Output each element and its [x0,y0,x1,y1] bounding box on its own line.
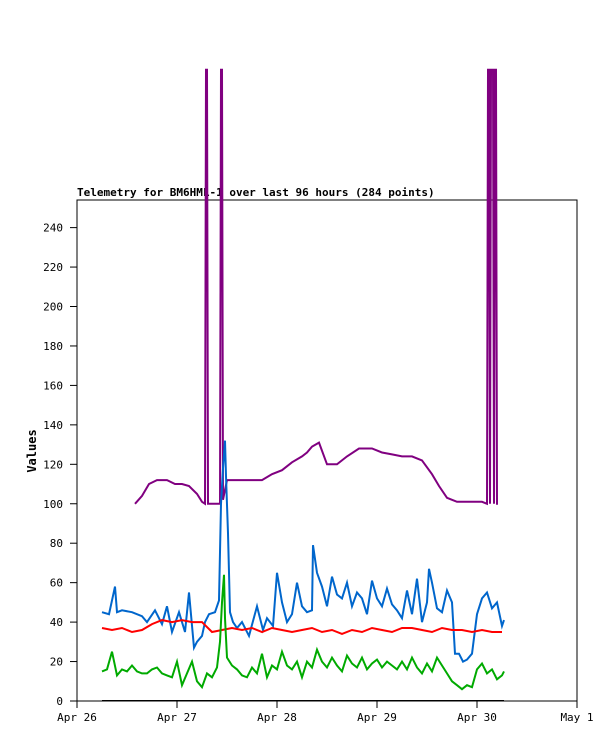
series-line-4 [101,574,505,691]
series-line-2 [101,440,505,663]
y-tick-label: 200 [43,301,63,314]
x-tick-label: Apr 27 [157,711,197,724]
y-tick-label: 160 [43,379,63,392]
y-axis: 0 20 40 60 80 100 120 140 160 180 200 220 240 [43,222,77,708]
series-layer [101,68,505,701]
y-tick-label: 120 [43,458,63,471]
y-axis-label: Values [25,429,39,472]
x-tick-label: Apr 28 [257,711,297,724]
x-axis: Apr 26 Apr 27 Apr 28 Apr 29 Apr 30 May 1 [57,701,594,724]
y-tick-label: 100 [43,498,63,511]
series-line-1 [134,68,498,506]
y-tick-label: 20 [50,656,63,669]
y-tick-label: 60 [50,577,63,590]
x-tick-label: Apr 29 [357,711,397,724]
y-tick-label: 80 [50,537,63,550]
x-tick-label: Apr 30 [457,711,497,724]
y-tick-label: 240 [43,222,63,235]
y-tick-label: 140 [43,419,63,432]
y-tick-label: 180 [43,340,63,353]
y-tick-label: 40 [50,616,63,629]
y-tick-label: 220 [43,261,63,274]
x-tick-label: Apr 26 [57,711,97,724]
series-line-3 [101,619,502,635]
y-tick-label: 0 [56,695,63,708]
x-tick-label: May 1 [560,711,593,724]
chart-title: Telemetry for BM6HML-1 over last 96 hour… [77,186,435,199]
